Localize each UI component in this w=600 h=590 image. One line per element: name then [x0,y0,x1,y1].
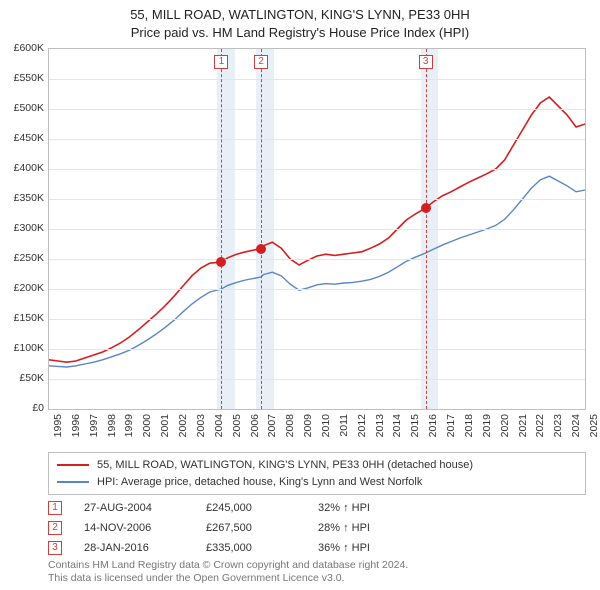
title-line-2: Price paid vs. HM Land Registry's House … [0,24,600,42]
transaction-marker: 2 [254,55,268,69]
transaction-vline [426,49,427,409]
transaction-price: £335,000 [206,542,296,554]
gridline-h [49,319,585,320]
transaction-vline [221,49,222,409]
gridline-h [49,379,585,380]
y-tick-label: £500K [0,102,44,114]
transaction-delta: 32% ↑ HPI [318,502,370,514]
gridline-h [49,139,585,140]
x-tick-label: 2001 [159,414,171,448]
x-tick-label: 2000 [141,414,153,448]
x-tick-label: 2011 [338,414,350,448]
transaction-badge: 1 [48,501,62,515]
y-tick-label: £200K [0,282,44,294]
footer-line-2: This data is licensed under the Open Gov… [48,572,586,586]
footer-line-1: Contains HM Land Registry data © Crown c… [48,559,586,573]
legend-row: 55, MILL ROAD, WATLINGTON, KING'S LYNN, … [57,457,577,474]
legend-label: HPI: Average price, detached house, King… [97,474,422,491]
x-tick-label: 2010 [320,414,332,448]
x-tick-label: 2019 [481,414,493,448]
x-tick-label: 2006 [249,414,261,448]
transaction-price: £245,000 [206,502,296,514]
transaction-row: 2 14-NOV-2006 £267,500 28% ↑ HPI [48,518,586,538]
y-tick-label: £400K [0,162,44,174]
legend-swatch [57,481,89,483]
transaction-date: 27-AUG-2004 [84,502,184,514]
transaction-marker: 3 [419,55,433,69]
transaction-row: 1 27-AUG-2004 £245,000 32% ↑ HPI [48,498,586,518]
legend-label: 55, MILL ROAD, WATLINGTON, KING'S LYNN, … [97,457,473,474]
legend-swatch [57,464,89,466]
x-tick-label: 1999 [123,414,135,448]
legend-box: 55, MILL ROAD, WATLINGTON, KING'S LYNN, … [48,452,586,495]
y-tick-label: £550K [0,72,44,84]
y-tick-label: £600K [0,42,44,54]
title-line-1: 55, MILL ROAD, WATLINGTON, KING'S LYNN, … [0,6,600,24]
transaction-badge: 2 [48,521,62,535]
x-tick-label: 2017 [445,414,457,448]
gridline-h [49,109,585,110]
x-tick-label: 1996 [70,414,82,448]
gridline-h [49,349,585,350]
transaction-row: 3 28-JAN-2016 £335,000 36% ↑ HPI [48,538,586,558]
y-tick-label: £250K [0,252,44,264]
transaction-point [421,203,431,213]
gridline-h [49,79,585,80]
x-tick-label: 2025 [588,414,600,448]
x-tick-label: 2022 [534,414,546,448]
y-tick-label: £350K [0,192,44,204]
transaction-badge: 3 [48,541,62,555]
transaction-delta: 36% ↑ HPI [318,542,370,554]
x-tick-label: 2005 [231,414,243,448]
x-tick-label: 2018 [463,414,475,448]
gridline-h [49,289,585,290]
title-block: 55, MILL ROAD, WATLINGTON, KING'S LYNN, … [0,0,600,41]
transaction-price: £267,500 [206,522,296,534]
x-tick-label: 2015 [409,414,421,448]
y-tick-label: £300K [0,222,44,234]
x-tick-label: 2020 [499,414,511,448]
x-tick-label: 2014 [391,414,403,448]
x-tick-label: 1995 [52,414,64,448]
transaction-marker: 1 [214,55,228,69]
x-tick-label: 1997 [88,414,100,448]
transaction-delta: 28% ↑ HPI [318,522,370,534]
y-tick-label: £450K [0,132,44,144]
x-tick-label: 2002 [177,414,189,448]
transactions-block: 1 27-AUG-2004 £245,000 32% ↑ HPI 2 14-NOV-200… [48,498,586,558]
transaction-date: 14-NOV-2006 [84,522,184,534]
transaction-point [256,244,266,254]
x-tick-label: 2008 [284,414,296,448]
x-tick-label: 2012 [356,414,368,448]
x-tick-label: 2003 [195,414,207,448]
footer: Contains HM Land Registry data © Crown c… [48,559,586,586]
x-tick-label: 2024 [570,414,582,448]
x-tick-label: 2004 [213,414,225,448]
x-tick-label: 1998 [106,414,118,448]
legend-row: HPI: Average price, detached house, King… [57,474,577,491]
page-container: 55, MILL ROAD, WATLINGTON, KING'S LYNN, … [0,0,600,590]
x-tick-label: 2007 [266,414,278,448]
chart-plot-area: 1 2 3 [48,48,586,410]
gridline-h [49,199,585,200]
gridline-h [49,259,585,260]
gridline-h [49,169,585,170]
series-line-hpi [49,176,585,367]
x-tick-label: 2023 [552,414,564,448]
y-tick-label: £100K [0,342,44,354]
x-tick-label: 2016 [427,414,439,448]
x-tick-label: 2021 [517,414,529,448]
transaction-vline [261,49,262,409]
x-tick-label: 2009 [302,414,314,448]
transaction-date: 28-JAN-2016 [84,542,184,554]
transaction-point [216,257,226,267]
y-tick-label: £50K [0,372,44,384]
y-tick-label: £0 [0,402,44,414]
gridline-h [49,229,585,230]
x-tick-label: 2013 [374,414,386,448]
y-tick-label: £150K [0,312,44,324]
